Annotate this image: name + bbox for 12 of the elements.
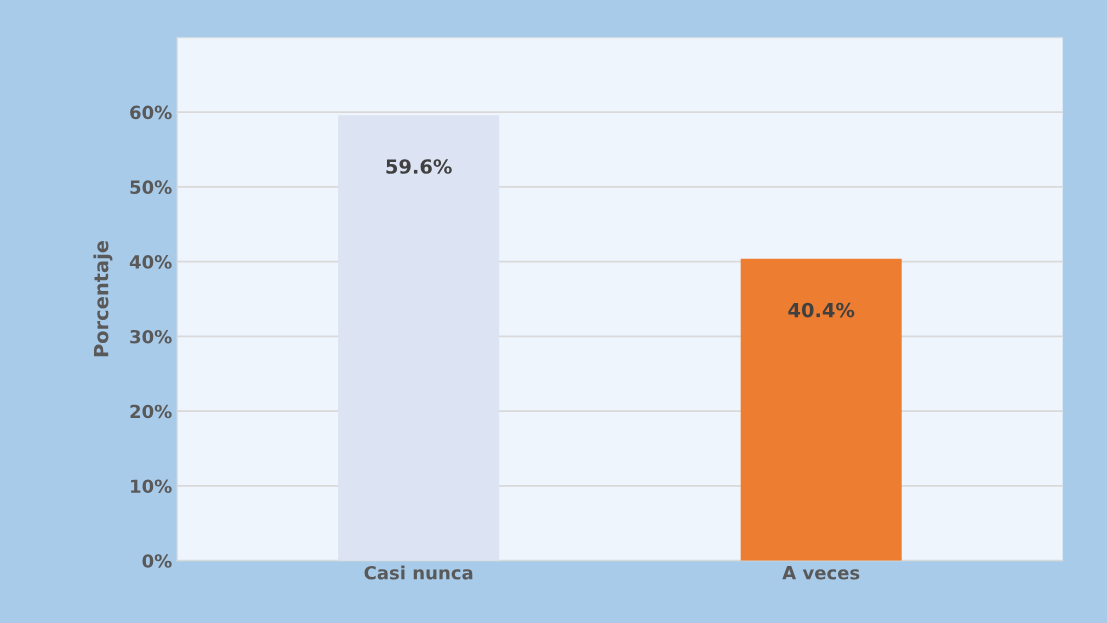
y-tick-label: 50% [130,180,172,195]
y-tick-label: 40% [129,255,172,269]
y-tick-label: 60% [130,105,172,120]
x-tick-label: Casi nunca [364,565,473,580]
y-tick-label: 20% [130,404,172,419]
y-tick-label: 30% [130,329,172,344]
y-tick-label: 10% [131,479,172,494]
x-tick-label: A veces [782,566,860,580]
data-label: 40.4% [788,302,855,318]
y-axis-title: Porcentaje [93,240,113,357]
data-label: 59.6% [386,159,452,174]
y-tick-label: 0% [142,554,172,568]
